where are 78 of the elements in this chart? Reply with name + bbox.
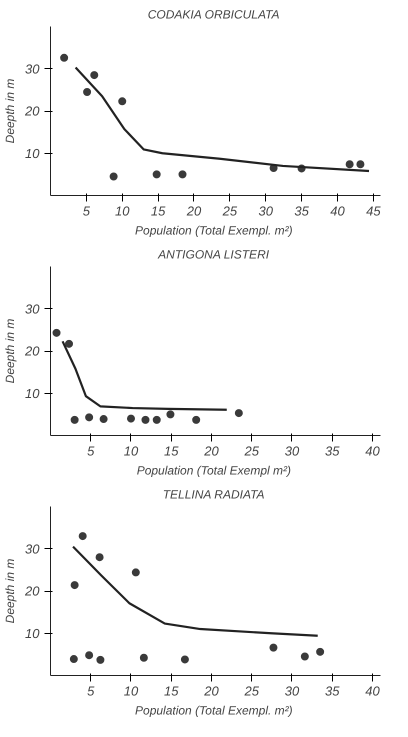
point <box>70 581 79 590</box>
point <box>78 532 87 540</box>
chart-title: CODAKIA ORBICULATA <box>148 8 280 22</box>
y-axis-title: Deepth in m <box>3 558 18 624</box>
x-tick-label: 30 <box>284 684 300 698</box>
x-tick-label: 45 <box>366 204 382 218</box>
x-tick-label: 25 <box>243 444 260 458</box>
point <box>96 656 104 664</box>
x-tick-label: 25 <box>222 204 238 218</box>
y-axis-title: Deepth in m <box>3 318 18 384</box>
x-tick-label: 30 <box>284 444 300 458</box>
point <box>96 553 104 562</box>
point <box>85 651 94 660</box>
point <box>132 568 140 576</box>
line-series <box>72 546 319 637</box>
x-tick-label: 35 <box>324 444 340 458</box>
x-tick-label: 20 <box>203 684 220 698</box>
y-tick-label: 20 <box>24 104 40 118</box>
y-tick-label: 10 <box>25 626 40 641</box>
x-tick-label: 5 <box>87 684 96 698</box>
point <box>70 416 79 424</box>
point <box>192 416 200 424</box>
point <box>269 644 278 652</box>
x-tick-label: 40 <box>330 204 346 218</box>
x-tick-label: 40 <box>365 444 380 458</box>
y-tick-label: 10 <box>25 146 40 161</box>
x-tick-label: 30 <box>258 204 274 218</box>
x-axis-title: Population (Total Exempl. m²) <box>135 704 293 718</box>
point <box>346 160 354 168</box>
point <box>65 340 74 348</box>
y-tick-label: 30 <box>25 301 40 316</box>
x-tick-label: 5 <box>87 444 96 458</box>
y-axis-title: Deepth in m <box>3 78 18 144</box>
chart-title: ANTIGONA LISTERI <box>157 248 270 262</box>
x-tick-label: 10 <box>115 204 130 218</box>
y-tick-label: 30 <box>25 541 40 556</box>
x-axis-title: Population (Total Exempl. m²) <box>135 224 293 238</box>
point <box>110 172 118 180</box>
x-tick-label: 5 <box>82 204 91 218</box>
x-tick-label: 20 <box>203 444 220 458</box>
point <box>152 416 161 424</box>
point <box>126 414 135 423</box>
point <box>83 88 92 96</box>
point <box>234 409 243 418</box>
point <box>316 648 324 656</box>
point <box>300 652 309 660</box>
point <box>152 170 161 178</box>
x-tick-label: 20 <box>186 204 202 218</box>
x-tick-label: 10 <box>124 444 139 458</box>
line-series <box>61 340 228 411</box>
point <box>85 413 94 422</box>
x-tick-label: 15 <box>150 204 166 218</box>
y-tick-label: 30 <box>25 61 40 76</box>
point <box>100 415 108 424</box>
x-axis-title: Population (Total Exempl m²) <box>136 464 291 478</box>
y-tick-label: 20 <box>24 344 40 358</box>
point <box>178 170 186 178</box>
point <box>118 97 126 106</box>
point <box>90 71 98 80</box>
point <box>60 54 68 62</box>
x-tick-label: 15 <box>164 684 180 698</box>
chart-title: TELLINA RADIATA <box>162 488 265 502</box>
y-tick-label: 20 <box>24 584 40 598</box>
point <box>166 410 174 418</box>
point <box>180 655 189 664</box>
point <box>52 328 61 337</box>
x-tick-label: 35 <box>324 684 340 698</box>
point <box>140 654 148 662</box>
x-tick-label: 10 <box>124 684 139 698</box>
point <box>356 160 364 168</box>
x-tick-label: 25 <box>243 684 260 698</box>
x-tick-label: 35 <box>294 204 310 218</box>
point <box>141 416 150 424</box>
point <box>70 655 78 664</box>
x-tick-label: 40 <box>365 684 380 698</box>
y-tick-label: 10 <box>25 386 40 401</box>
line-series <box>74 66 370 172</box>
x-tick-label: 15 <box>164 444 180 458</box>
